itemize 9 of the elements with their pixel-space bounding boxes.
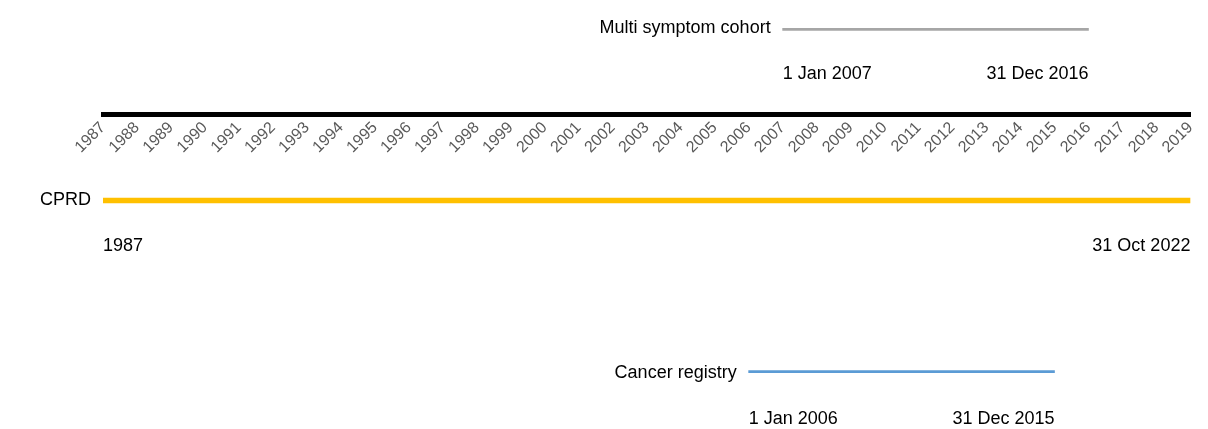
y-tick-label: Multi symptom cohort <box>599 16 771 37</box>
y-tick-label: Cancer registry <box>614 361 737 382</box>
annotation: 31 Dec 2015 <box>952 407 1055 428</box>
annotation: 31 Oct 2022 <box>1092 235 1191 256</box>
annotation: 1 Jan 2007 <box>782 62 872 83</box>
y-tick-label: CPRD <box>39 189 91 210</box>
annotation: 31 Dec 2016 <box>986 62 1089 83</box>
annotation: 1987 <box>103 235 144 256</box>
annotation: 1 Jan 2006 <box>748 407 838 428</box>
